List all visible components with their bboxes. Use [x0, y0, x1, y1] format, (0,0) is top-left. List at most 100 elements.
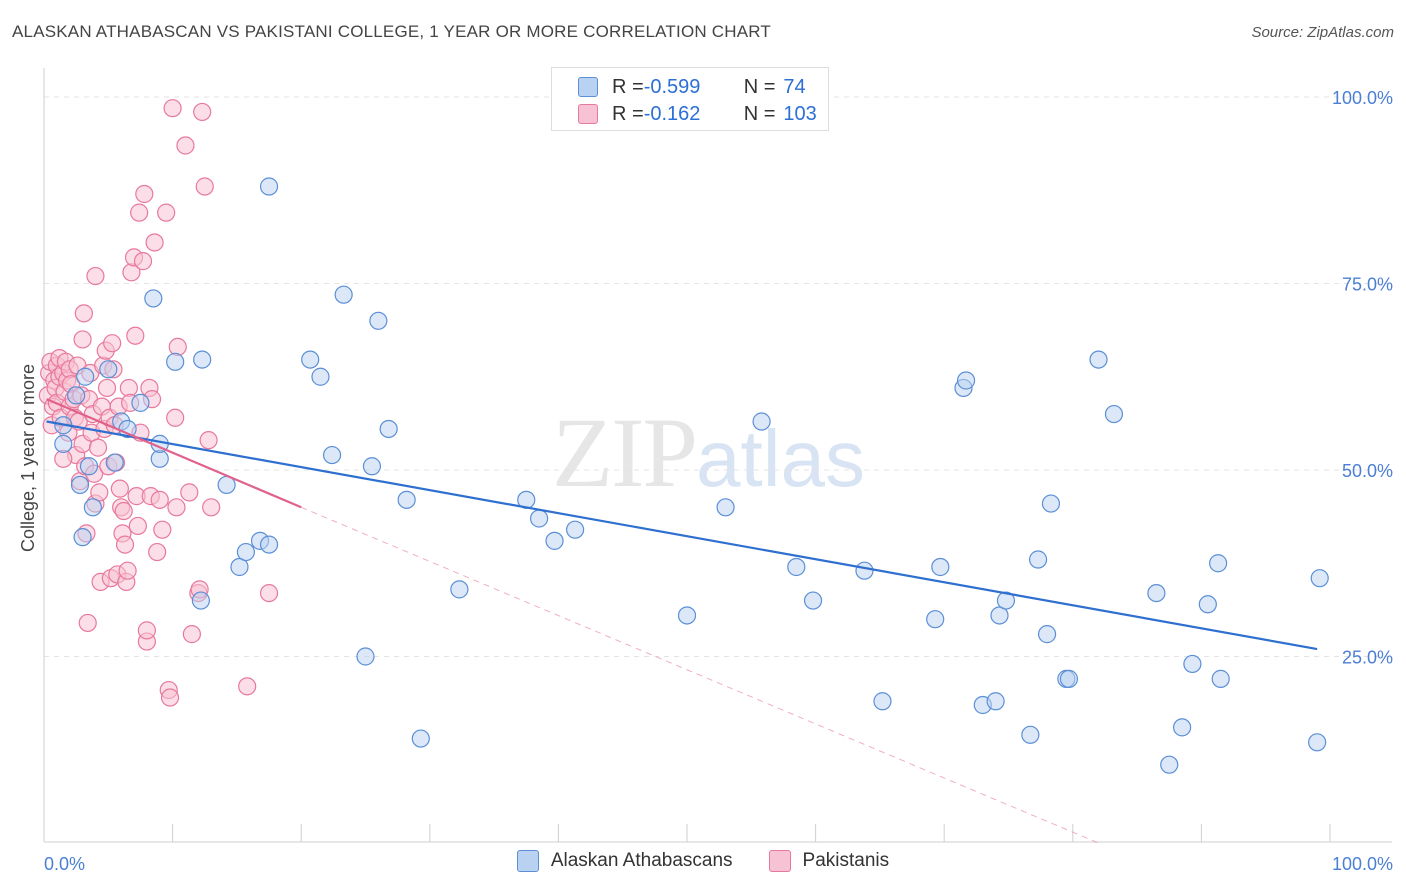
legend-swatch-pink	[768, 850, 791, 872]
pakistani-point	[74, 304, 93, 323]
pakistani-point	[115, 535, 135, 554]
legend-row-pakistani: R = -0.162 N = 103	[578, 100, 817, 128]
pakistani-point	[238, 677, 257, 696]
y-tick-label: 75.0%	[1342, 275, 1393, 295]
pakistani-point	[167, 498, 186, 517]
alaskan-athabascan-point	[1147, 583, 1166, 603]
legend-n-label: N =	[743, 75, 776, 98]
alaskan-athabascan-point	[54, 434, 73, 453]
pakistani-point	[78, 613, 97, 633]
pakistani-point	[130, 203, 149, 222]
pakistani-point	[88, 438, 108, 457]
alaskan-athabascan-point	[1021, 725, 1040, 744]
alaskan-athabascan-point	[1173, 718, 1192, 737]
pakistani-point	[133, 252, 153, 271]
pakistani-point	[110, 479, 129, 498]
alaskan-athabascan-point	[1211, 669, 1230, 688]
alaskan-athabascan-point	[855, 561, 874, 580]
watermark-zip: ZIP	[552, 397, 698, 508]
alaskan-athabascan-point	[787, 557, 806, 577]
alaskan-athabascan-point	[996, 591, 1016, 610]
alaskan-athabascan-point	[545, 531, 564, 550]
alaskan-athabascan-point	[1209, 554, 1228, 573]
legend-n-value: 74	[783, 75, 806, 98]
alaskan-athabascan-point	[105, 453, 124, 472]
alaskan-trend-line	[46, 420, 1318, 651]
pakistani-point	[137, 621, 156, 640]
alaskan-athabascan-point	[1028, 550, 1048, 569]
legend-label: Pakistanis	[802, 850, 890, 871]
legend-n-value: 103	[783, 102, 817, 125]
alaskan-athabascan-point	[193, 350, 212, 369]
alaskan-athabascan-point	[166, 352, 185, 371]
alaskan-athabascan-point	[1160, 755, 1179, 774]
alaskan-athabascan-point	[1183, 654, 1202, 674]
alaskan-athabascan-point	[450, 580, 469, 599]
trend-lines	[46, 398, 1318, 844]
alaskan-athabascan-point	[1310, 569, 1329, 588]
legend-r-value: -0.162	[643, 102, 701, 125]
legend-n-label: N =	[743, 102, 776, 125]
alaskan-athabascan-point	[259, 535, 279, 554]
pakistani-point	[128, 516, 147, 536]
pakistani-point	[97, 378, 117, 398]
pakistani-point	[73, 330, 92, 349]
pakistani-point	[168, 337, 187, 357]
alaskan-athabascan-point	[83, 498, 102, 517]
alaskan-athabascan-point	[379, 419, 398, 439]
series-legend: Alaskan Athabascans Pakistanis	[0, 850, 1406, 872]
alaskan-athabascan-point	[752, 412, 771, 431]
legend-r-label: R =	[612, 75, 644, 98]
pakistani-point	[150, 490, 169, 509]
alaskan-athabascan-point	[1198, 595, 1217, 614]
pakistani-point	[118, 561, 137, 580]
alaskan-athabascan-point	[530, 509, 549, 528]
pakistani-trend-extension	[301, 506, 1099, 844]
pakistani-point	[126, 326, 145, 345]
pakistani-trend-line	[46, 398, 302, 509]
alaskan-athabascan-point	[73, 528, 92, 547]
legend-item-pakistanis: Pakistanis	[768, 850, 890, 872]
alaskan-athabascan-point	[1104, 404, 1124, 424]
alaskan-athabascan-point	[311, 367, 330, 386]
stats-legend: R = -0.599 N = 74 R = -0.162 N = 103	[551, 67, 829, 131]
watermark-atlas: atlas	[696, 414, 865, 503]
pakistani-point	[176, 136, 195, 155]
source-label: Source: ZipAtlas.com	[1251, 24, 1394, 41]
alaskan-athabascan-point	[1037, 625, 1057, 644]
alaskan-athabascan-point	[566, 520, 585, 539]
pakistani-point	[135, 184, 154, 204]
alaskan-athabascan-point	[397, 490, 416, 509]
alaskan-athabascan-point	[131, 393, 150, 412]
legend-r-value: -0.599	[643, 75, 701, 98]
legend-swatch-blue	[578, 77, 598, 97]
alaskan-athabascan-point	[191, 591, 210, 610]
tick-labels: 25.0% 50.0% 75.0% 100.0% 0.0% 100.0%	[44, 88, 1393, 874]
alaskan-athabascan-point	[803, 591, 823, 610]
x-tick-label: 100.0%	[1332, 854, 1393, 874]
pakistani-point	[202, 498, 221, 517]
alaskan-athabascan-point	[356, 647, 375, 666]
alaskan-athabascan-point	[716, 498, 735, 517]
y-tick-label: 50.0%	[1342, 461, 1393, 481]
alaskan-athabascan-point	[334, 285, 353, 304]
alaskan-athabascan-point	[70, 475, 90, 495]
pakistani-point	[163, 99, 182, 118]
alaskan-athabascan-point	[1041, 494, 1061, 513]
pakistani-point	[259, 583, 279, 603]
y-axis-label: College, 1 year or more	[18, 364, 38, 552]
alaskan-athabascan-point	[956, 371, 976, 390]
axes	[43, 68, 1392, 843]
alaskan-athabascan-point	[677, 606, 697, 625]
alaskan-athabascan-point	[76, 367, 95, 386]
alaskan-athabascan-point	[67, 386, 86, 405]
pakistani-point	[103, 334, 122, 353]
pakistani-point	[86, 266, 105, 286]
pakistani-point	[195, 177, 214, 196]
alaskan-athabascan-point	[362, 457, 382, 476]
watermark: ZIPatlas	[552, 395, 865, 510]
alaskan-athabascan-point	[986, 692, 1005, 711]
alaskan-athabascan-point	[1059, 669, 1079, 688]
legend-swatch-pink	[578, 104, 598, 124]
